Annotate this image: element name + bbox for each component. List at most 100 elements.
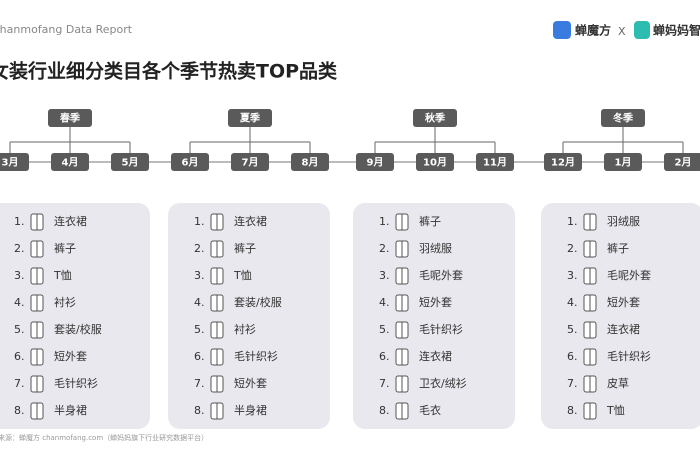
panel (353, 203, 515, 429)
season-pill (228, 109, 272, 127)
panel (0, 203, 150, 429)
month-pill (111, 153, 149, 171)
item-label: T恤 (233, 269, 252, 282)
item-label: 套装/校服 (234, 295, 282, 309)
rank: 3. (14, 269, 25, 282)
month-label: 6月 (182, 157, 199, 169)
item-label: 裤子 (54, 241, 76, 255)
rank: 6. (379, 350, 390, 363)
brand: Chanmofang Data Report (0, 23, 133, 36)
item-label: 毛呢外套 (607, 269, 651, 282)
rank: 7. (194, 377, 205, 390)
rank: 5. (379, 323, 390, 336)
month-pill (416, 153, 454, 171)
month-label: 5月 (122, 157, 139, 169)
month-label: 4月 (62, 157, 79, 169)
item-label: 短外套 (54, 349, 87, 363)
item-label: 毛针织衫 (607, 349, 651, 363)
month-pill (664, 153, 700, 171)
month-pill (604, 153, 642, 171)
rank: 6. (14, 350, 25, 363)
item-label: T恤 (606, 404, 625, 417)
separator: X (618, 25, 626, 38)
rank: 2. (194, 242, 205, 255)
rank: 4. (567, 296, 578, 309)
panel (168, 203, 330, 429)
item-label: 短外套 (607, 295, 640, 309)
month-label: 8月 (302, 157, 319, 169)
item-label: 毛衣 (419, 403, 441, 417)
logo-icon (553, 21, 571, 39)
rank: 1. (379, 215, 390, 228)
month-label: 1月 (615, 157, 632, 169)
panel (541, 203, 700, 429)
item-label: 裤子 (234, 241, 256, 255)
rank: 6. (194, 350, 205, 363)
month-pill (476, 153, 514, 171)
item-label: 短外套 (234, 376, 267, 390)
season-label: 冬季 (613, 112, 634, 125)
rank: 3. (379, 269, 390, 282)
rank: 8. (567, 404, 578, 417)
item-label: 皮草 (607, 377, 629, 390)
item-label: 裤子 (419, 214, 441, 228)
month-label: 3月 (2, 157, 19, 169)
rank: 8. (194, 404, 205, 417)
item-label: 毛针织衫 (234, 349, 278, 363)
item-label: 毛针织衫 (54, 376, 98, 390)
item-label: 短外套 (419, 295, 452, 309)
month-pill (171, 153, 209, 171)
month-label: 7月 (242, 157, 259, 169)
item-label: 连衣裙 (607, 322, 640, 336)
month-label: 12月 (551, 157, 575, 169)
month-pill (291, 153, 329, 171)
rank: 7. (567, 377, 578, 390)
logo-left: 蝉魔方 (575, 23, 611, 38)
rank: 4. (194, 296, 205, 309)
item-label: 羽绒服 (607, 215, 640, 228)
item-label: 裤子 (607, 241, 629, 255)
season-pill (413, 109, 457, 127)
season-label: 夏季 (239, 112, 261, 125)
item-label: 衬衫 (54, 296, 76, 309)
month-label: 2月 (675, 157, 692, 169)
rank: 8. (14, 404, 25, 417)
month-label: 9月 (367, 157, 384, 169)
rank: 3. (567, 269, 578, 282)
rank: 2. (567, 242, 578, 255)
item-label: 半身裙 (54, 403, 87, 417)
footer: 数据来源：蝉魔方 chanmofang.com（蝉妈妈旗下行业研究数据平台） (0, 433, 208, 442)
month-pill (0, 153, 29, 171)
item-label: 连衣裙 (234, 214, 267, 228)
season-label: 秋季 (425, 112, 446, 125)
item-label: 毛针织衫 (419, 322, 463, 336)
rank: 1. (567, 215, 578, 228)
month-pill (544, 153, 582, 171)
item-label: 毛呢外套 (419, 269, 463, 282)
item-label: 套装/校服 (54, 322, 102, 336)
item-label: 半身裙 (234, 403, 267, 417)
month-pill (231, 153, 269, 171)
rank: 3. (194, 269, 205, 282)
month-pill (51, 153, 89, 171)
month-label: 10月 (423, 157, 447, 169)
rank: 5. (14, 323, 25, 336)
month-label: 11月 (483, 157, 507, 169)
item-label: 连衣裙 (54, 214, 87, 228)
rank: 6. (567, 350, 578, 363)
season-pill (601, 109, 645, 127)
rank: 4. (379, 296, 390, 309)
item-label: 羽绒服 (419, 242, 452, 255)
month-pill (356, 153, 394, 171)
item-label: 衬衫 (234, 323, 256, 336)
rank: 1. (194, 215, 205, 228)
rank: 1. (14, 215, 25, 228)
logo-icon (634, 21, 650, 39)
item-label: T恤 (53, 269, 72, 282)
season-pill (48, 109, 92, 127)
rank: 7. (379, 377, 390, 390)
rank: 4. (14, 296, 25, 309)
rank: 5. (194, 323, 205, 336)
